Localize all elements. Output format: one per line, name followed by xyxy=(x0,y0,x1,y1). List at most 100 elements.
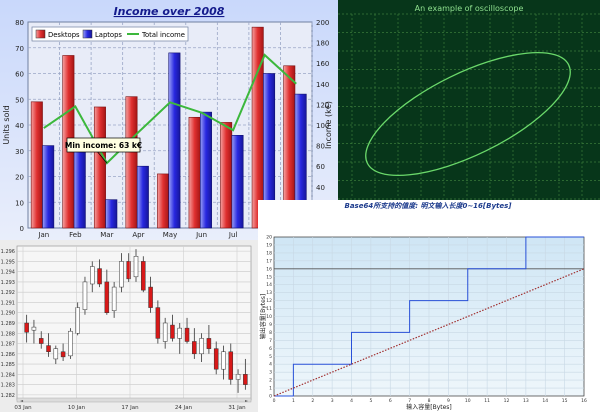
y-tick-label: 1.291 xyxy=(1,300,15,306)
y2-tick-label: 120 xyxy=(316,101,329,109)
laptops-bar xyxy=(199,111,212,229)
x-tick-label: 10 Jan xyxy=(68,405,86,411)
y-tick-label: 80 xyxy=(15,19,24,27)
candle-body xyxy=(126,261,131,280)
y2-tick-label: 200 xyxy=(316,19,329,27)
y-tick-label: 20 xyxy=(266,235,272,241)
y-tick-label: 13 xyxy=(266,290,272,296)
candle-body xyxy=(75,307,80,334)
y-tick-label: 11 xyxy=(266,306,272,312)
legend xyxy=(31,26,189,42)
x-tick-label: 3 xyxy=(331,398,334,404)
candlestick-chart: 1.296 1.295 1.294 1.293 1.292 1.291 1.290 1.289… xyxy=(0,240,258,412)
y-tick-label: 2 xyxy=(269,378,272,384)
desktops-bar xyxy=(93,106,106,229)
y-tick-label: 17 xyxy=(266,258,272,264)
linear-series xyxy=(273,268,585,397)
x-tick-label: 13 xyxy=(523,398,529,404)
candle-body xyxy=(177,327,182,339)
y-tick-label: 10 xyxy=(15,199,24,207)
y-tick-label: 1.282 xyxy=(1,393,15,399)
candle-body xyxy=(199,338,204,355)
legend-label: Desktops xyxy=(48,31,80,39)
scope-title: An example of oscilloscope xyxy=(415,4,524,13)
x-tick-label: 1 xyxy=(292,398,295,404)
chart-title: Base64所支持的值度: 明文输入长度0~16[Bytes] xyxy=(345,201,513,210)
y-tick-label: 1.290 xyxy=(1,311,15,317)
y-tick-label: 1.295 xyxy=(1,259,15,265)
chart-title: Income over 2008 xyxy=(114,5,225,18)
y-tick-label: 1.284 xyxy=(1,372,15,378)
x-tick-label: Jan xyxy=(37,231,49,239)
y-tick-label: 1.296 xyxy=(1,249,15,255)
x-tick-label: 24 Jan xyxy=(175,405,193,411)
desktops-bar xyxy=(188,116,201,229)
desktops-bar xyxy=(157,173,170,229)
y-tick-label: 60 xyxy=(15,71,24,79)
laptops-bar xyxy=(231,135,244,229)
y-tick-label: 19 xyxy=(266,242,272,248)
x-tick-label: 0 xyxy=(273,398,276,404)
candle-body xyxy=(97,268,102,285)
x-tick-label: Jun xyxy=(195,231,207,239)
legend-swatch xyxy=(35,29,46,39)
x-tick-label: 6 xyxy=(389,398,392,404)
x-tick-label: 9 xyxy=(447,398,450,404)
candle-body xyxy=(119,261,124,288)
y-tick-label: 0 xyxy=(20,225,24,233)
y2-tick-label: 100 xyxy=(316,122,329,130)
y-tick-label: 1.286 xyxy=(1,352,15,358)
candle-body xyxy=(184,327,190,342)
base64-chart: Base64所支持的值度: 明文输入长度0~16[Bytes]0 1 2 3 4 5 6 7 8… xyxy=(258,200,600,412)
y2-axis-label: Income (k€) xyxy=(324,101,333,149)
y-tick-label: 10 xyxy=(266,314,272,320)
candle-body xyxy=(141,261,146,291)
candle-body xyxy=(46,345,51,352)
candle-body xyxy=(104,281,110,313)
x-tick-label: 4 xyxy=(350,398,353,404)
y-tick-label: 20 xyxy=(15,174,24,182)
candle-body xyxy=(243,374,248,385)
base64-panel: Base64所支持的值度: 明文输入长度0~16[Bytes] 0 1 2 3 4 5 6 7 8… xyxy=(258,200,600,412)
x-tick-label: May xyxy=(163,231,177,239)
scope-trace xyxy=(365,51,571,177)
y2-tick-label: 180 xyxy=(316,40,329,48)
candle-body xyxy=(213,348,219,370)
y-tick-label: 50 xyxy=(15,96,24,104)
y-tick-label: 3 xyxy=(269,370,272,376)
legend-swatch xyxy=(82,29,93,39)
y-tick-label: 1.287 xyxy=(1,342,15,348)
candle-body xyxy=(111,286,117,311)
y-tick-label: 1.283 xyxy=(1,383,15,389)
candle-body xyxy=(235,374,241,380)
annotation-pointer xyxy=(96,150,108,164)
candle-body xyxy=(90,266,95,285)
y-tick-label: 40 xyxy=(15,122,24,130)
y-tick-label: 1.292 xyxy=(1,290,15,296)
x-tick-label: 8 xyxy=(428,398,431,404)
candle-body xyxy=(228,351,234,380)
oscilloscope-panel: An example of oscilloscope xyxy=(338,0,600,200)
candlestick-panel: 1.296 1.295 1.294 1.293 1.292 1.291 1.290 1.289… xyxy=(0,240,258,412)
y-axis-label: Units sold xyxy=(2,105,11,144)
y-tick-label: 9 xyxy=(269,322,272,328)
y-tick-label: 5 xyxy=(269,354,272,360)
x-tick-label: 31 Jan xyxy=(228,405,246,411)
y2-tick-label: 160 xyxy=(316,60,329,68)
laptops-bar xyxy=(73,140,86,229)
step-series xyxy=(274,236,584,397)
scope-background xyxy=(338,0,600,200)
x-tick-label: 15 xyxy=(562,398,568,404)
y2-tick-label: 140 xyxy=(316,81,329,89)
laptops-bar xyxy=(105,199,118,229)
desktops-bar xyxy=(30,101,43,229)
income-chart: Income over 2008010203040506070800204060… xyxy=(0,0,338,240)
candle-body xyxy=(38,338,44,344)
candle-body xyxy=(53,348,59,360)
candle-body xyxy=(24,322,29,333)
scrollbar xyxy=(16,397,252,403)
y2-tick-label: 60 xyxy=(316,163,325,171)
y2-tick-label: 40 xyxy=(316,184,325,192)
candle-body xyxy=(133,256,139,278)
y-tick-label: 1.285 xyxy=(1,362,15,368)
